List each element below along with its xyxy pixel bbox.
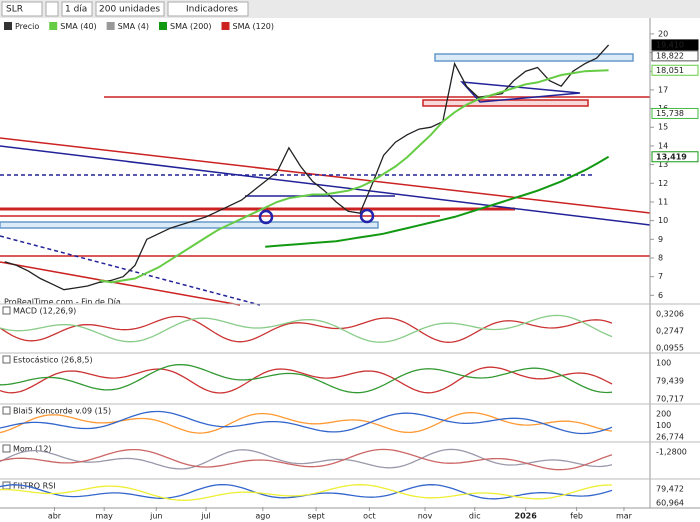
legend-swatch bbox=[158, 22, 167, 30]
price-label: 19,410 bbox=[656, 40, 684, 49]
panel-icon bbox=[2, 355, 11, 364]
price-label: 15,738 bbox=[656, 109, 684, 118]
price-label: 13,419 bbox=[656, 152, 687, 161]
panel-value: 100 bbox=[656, 421, 671, 430]
legend-swatch bbox=[49, 22, 58, 30]
y-tick-label: 15 bbox=[658, 123, 668, 132]
panel-value: 0,0955 bbox=[656, 344, 684, 353]
x-tick-label: jun bbox=[149, 512, 162, 521]
x-tick-label: ago bbox=[255, 512, 270, 521]
panel-value: 0,2747 bbox=[656, 327, 684, 336]
price-label: 18,822 bbox=[656, 51, 684, 60]
panel-value: 26,774 bbox=[656, 433, 684, 442]
y-tick-label: 8 bbox=[658, 253, 663, 262]
legend-label: SMA (120) bbox=[233, 22, 275, 31]
y-tick-label: 13 bbox=[658, 160, 668, 169]
panel-value: 79,439 bbox=[656, 377, 684, 386]
legend-swatch bbox=[106, 22, 115, 30]
y-tick-label: 20 bbox=[658, 29, 668, 38]
marker-circle bbox=[258, 209, 274, 225]
units-box[interactable] bbox=[95, 1, 165, 17]
units[interactable]: 200 unidades bbox=[99, 5, 160, 15]
panel-icon bbox=[2, 444, 11, 453]
price-label-box bbox=[651, 151, 699, 163]
panel-icon bbox=[2, 406, 11, 415]
x-tick-label: abr bbox=[48, 512, 62, 521]
y-tick-label: 7 bbox=[658, 272, 663, 281]
legend-label: Precio bbox=[15, 22, 39, 31]
panel-icon bbox=[2, 306, 11, 315]
x-tick-label: may bbox=[95, 512, 113, 521]
indicator-line bbox=[0, 314, 613, 343]
indicator-line bbox=[0, 315, 613, 343]
trendline bbox=[0, 145, 651, 226]
resistance-box bbox=[434, 53, 634, 62]
trendlines bbox=[0, 53, 651, 306]
indicator-line bbox=[0, 483, 613, 500]
x-tick-label: jul bbox=[200, 512, 211, 521]
x-tick-label: mar bbox=[616, 512, 633, 521]
indicator-line bbox=[0, 410, 613, 435]
y-tick-label: 10 bbox=[658, 216, 668, 225]
y-tick-label: 11 bbox=[658, 197, 668, 206]
y-tick-label: 6 bbox=[658, 291, 663, 300]
indicators-box[interactable] bbox=[167, 1, 249, 17]
panel-value: 70,717 bbox=[656, 395, 684, 404]
x-tick-label: oct bbox=[363, 512, 375, 521]
price-series bbox=[265, 155, 610, 248]
indicator-line bbox=[0, 411, 613, 434]
trendline bbox=[0, 261, 241, 306]
d-button[interactable] bbox=[45, 1, 59, 17]
legend-swatch bbox=[221, 22, 230, 30]
y-tick-label: 14 bbox=[658, 141, 668, 150]
x-tick-label: nov bbox=[418, 512, 433, 521]
period[interactable]: 1 día bbox=[65, 5, 87, 15]
symbol-box[interactable] bbox=[1, 1, 43, 17]
legend-swatch bbox=[4, 22, 12, 30]
indicator-line bbox=[0, 363, 613, 394]
indicator-line bbox=[0, 448, 613, 470]
indicator-line bbox=[0, 366, 613, 394]
price-series bbox=[4, 44, 610, 291]
legend-label: SMA (40) bbox=[60, 22, 96, 31]
panel-value: 0,3206 bbox=[656, 310, 684, 319]
price-label: 18,051 bbox=[656, 66, 684, 75]
marker-circle bbox=[359, 208, 375, 224]
panel-value: 100 bbox=[656, 359, 671, 368]
panel-value: 200 bbox=[656, 410, 671, 419]
price-label-box bbox=[651, 64, 699, 76]
price-label-box bbox=[651, 50, 699, 62]
y-tick-label: 9 bbox=[658, 235, 663, 244]
support-box bbox=[422, 99, 589, 107]
x-tick-label: 2026 bbox=[515, 512, 538, 521]
indicator-line bbox=[0, 448, 613, 471]
panel-title: Estocástico (26,8,5) bbox=[13, 356, 93, 365]
y-tick-label: 12 bbox=[658, 179, 668, 188]
panel-title: Mom (12) bbox=[13, 445, 52, 454]
panel-title: MACD (12,26,9) bbox=[13, 307, 76, 316]
legend-label: SMA (200) bbox=[170, 22, 212, 31]
legend-label: SMA (4) bbox=[118, 22, 149, 31]
source: ProRealTime.com - Fin de Día bbox=[4, 298, 121, 307]
period-box[interactable] bbox=[61, 1, 93, 17]
triangle bbox=[460, 81, 581, 103]
x-tick-label: feb bbox=[570, 512, 583, 521]
panel-title: Blai5 Koncorde v.09 (15) bbox=[13, 407, 111, 416]
price-series bbox=[99, 69, 609, 284]
panel-value: -1,2800 bbox=[656, 448, 687, 457]
price-label-box bbox=[651, 39, 699, 51]
x-tick-label: sept bbox=[307, 512, 324, 521]
panel-value: 79,472 bbox=[656, 485, 684, 494]
panel-title: FILTRO RSI bbox=[13, 482, 56, 491]
y-tick-label: 17 bbox=[658, 85, 668, 94]
symbol[interactable]: SLR bbox=[6, 5, 23, 15]
indicators[interactable]: Indicadores bbox=[186, 5, 238, 15]
indicator-line bbox=[0, 484, 612, 501]
price-label-box bbox=[651, 107, 699, 119]
panel-value: 60,964 bbox=[656, 499, 684, 508]
x-tick-label: dic bbox=[469, 512, 481, 521]
